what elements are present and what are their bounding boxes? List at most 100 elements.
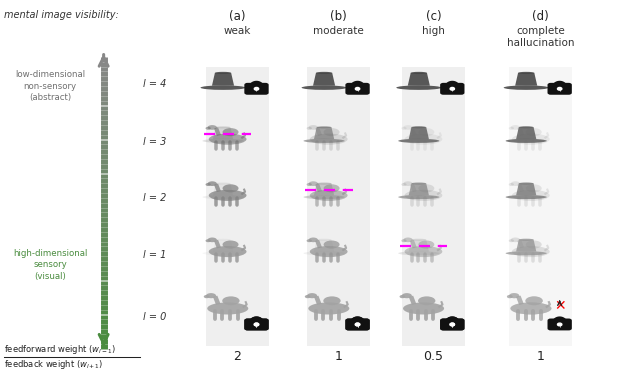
Text: high-dimensional
sensory
(visual): high-dimensional sensory (visual)	[13, 249, 87, 281]
Circle shape	[254, 323, 259, 326]
Polygon shape	[314, 184, 334, 195]
Text: weak: weak	[224, 26, 251, 36]
Ellipse shape	[398, 251, 439, 255]
Ellipse shape	[403, 181, 413, 186]
Ellipse shape	[511, 181, 520, 186]
FancyBboxPatch shape	[307, 67, 370, 346]
Polygon shape	[315, 184, 322, 192]
Ellipse shape	[526, 128, 542, 136]
Ellipse shape	[402, 293, 412, 298]
Text: 0.5: 0.5	[423, 350, 443, 363]
FancyBboxPatch shape	[206, 67, 269, 346]
FancyBboxPatch shape	[548, 83, 572, 95]
Polygon shape	[314, 296, 322, 305]
Ellipse shape	[323, 184, 339, 193]
Text: (d): (d)	[532, 11, 549, 23]
Text: moderate: moderate	[313, 26, 364, 36]
Ellipse shape	[525, 296, 542, 305]
Text: (b): (b)	[330, 11, 347, 23]
Ellipse shape	[208, 238, 217, 242]
Ellipse shape	[216, 239, 230, 241]
Circle shape	[450, 323, 454, 326]
Ellipse shape	[511, 125, 520, 130]
Text: 1: 1	[335, 350, 342, 363]
Text: mental image visibility:: mental image visibility:	[4, 11, 118, 20]
Polygon shape	[314, 240, 334, 251]
Ellipse shape	[223, 128, 239, 136]
Ellipse shape	[507, 295, 513, 298]
Circle shape	[254, 323, 259, 326]
Ellipse shape	[209, 190, 246, 201]
Ellipse shape	[404, 134, 442, 145]
Polygon shape	[313, 73, 335, 86]
FancyBboxPatch shape	[548, 319, 572, 330]
Circle shape	[355, 323, 360, 326]
Polygon shape	[409, 240, 429, 251]
Text: complete
hallucination: complete hallucination	[507, 26, 575, 48]
Ellipse shape	[411, 239, 426, 241]
Ellipse shape	[512, 134, 549, 145]
Ellipse shape	[519, 182, 534, 184]
Ellipse shape	[510, 302, 551, 314]
Ellipse shape	[203, 139, 244, 143]
Polygon shape	[409, 296, 417, 305]
Ellipse shape	[509, 293, 519, 298]
Ellipse shape	[316, 72, 332, 74]
Ellipse shape	[316, 126, 332, 128]
Ellipse shape	[323, 128, 339, 136]
Ellipse shape	[411, 126, 426, 128]
Polygon shape	[315, 240, 322, 249]
Ellipse shape	[216, 182, 230, 184]
Ellipse shape	[396, 86, 441, 90]
Ellipse shape	[309, 125, 318, 130]
Ellipse shape	[206, 127, 211, 130]
Polygon shape	[516, 240, 536, 251]
Ellipse shape	[404, 190, 442, 201]
Polygon shape	[410, 128, 417, 136]
Circle shape	[355, 323, 360, 326]
Circle shape	[558, 88, 562, 90]
Text: l = 1: l = 1	[143, 250, 166, 259]
FancyBboxPatch shape	[346, 319, 370, 330]
Polygon shape	[516, 127, 536, 139]
Ellipse shape	[310, 190, 348, 201]
Text: (c): (c)	[425, 11, 441, 23]
Ellipse shape	[518, 72, 534, 74]
Ellipse shape	[526, 240, 542, 249]
Ellipse shape	[418, 296, 436, 305]
Ellipse shape	[310, 246, 348, 257]
Ellipse shape	[511, 238, 520, 242]
Ellipse shape	[201, 86, 246, 90]
Ellipse shape	[401, 183, 406, 186]
Text: feedforward weight ($w_{l-1}$): feedforward weight ($w_{l-1}$)	[4, 343, 116, 356]
Ellipse shape	[411, 182, 426, 184]
Circle shape	[254, 88, 259, 90]
FancyBboxPatch shape	[244, 83, 268, 95]
Polygon shape	[409, 184, 429, 195]
Ellipse shape	[509, 293, 519, 298]
Polygon shape	[516, 296, 523, 305]
Ellipse shape	[418, 128, 434, 136]
Polygon shape	[212, 73, 234, 86]
Ellipse shape	[316, 239, 332, 241]
Ellipse shape	[206, 183, 211, 186]
Ellipse shape	[506, 251, 547, 255]
FancyBboxPatch shape	[509, 67, 572, 346]
Ellipse shape	[208, 125, 217, 130]
Ellipse shape	[510, 302, 551, 314]
Ellipse shape	[209, 246, 246, 257]
Polygon shape	[517, 128, 524, 136]
Ellipse shape	[206, 293, 216, 298]
Ellipse shape	[401, 127, 406, 130]
Circle shape	[558, 323, 562, 326]
Ellipse shape	[512, 190, 549, 201]
Ellipse shape	[403, 125, 413, 130]
Ellipse shape	[309, 238, 318, 242]
Text: l = 4: l = 4	[143, 79, 166, 89]
FancyBboxPatch shape	[440, 319, 465, 330]
Polygon shape	[409, 127, 429, 139]
Polygon shape	[410, 240, 417, 249]
Polygon shape	[516, 184, 536, 195]
Text: feedback weight ($w_{l+1}$): feedback weight ($w_{l+1}$)	[4, 358, 103, 371]
FancyBboxPatch shape	[440, 83, 465, 95]
